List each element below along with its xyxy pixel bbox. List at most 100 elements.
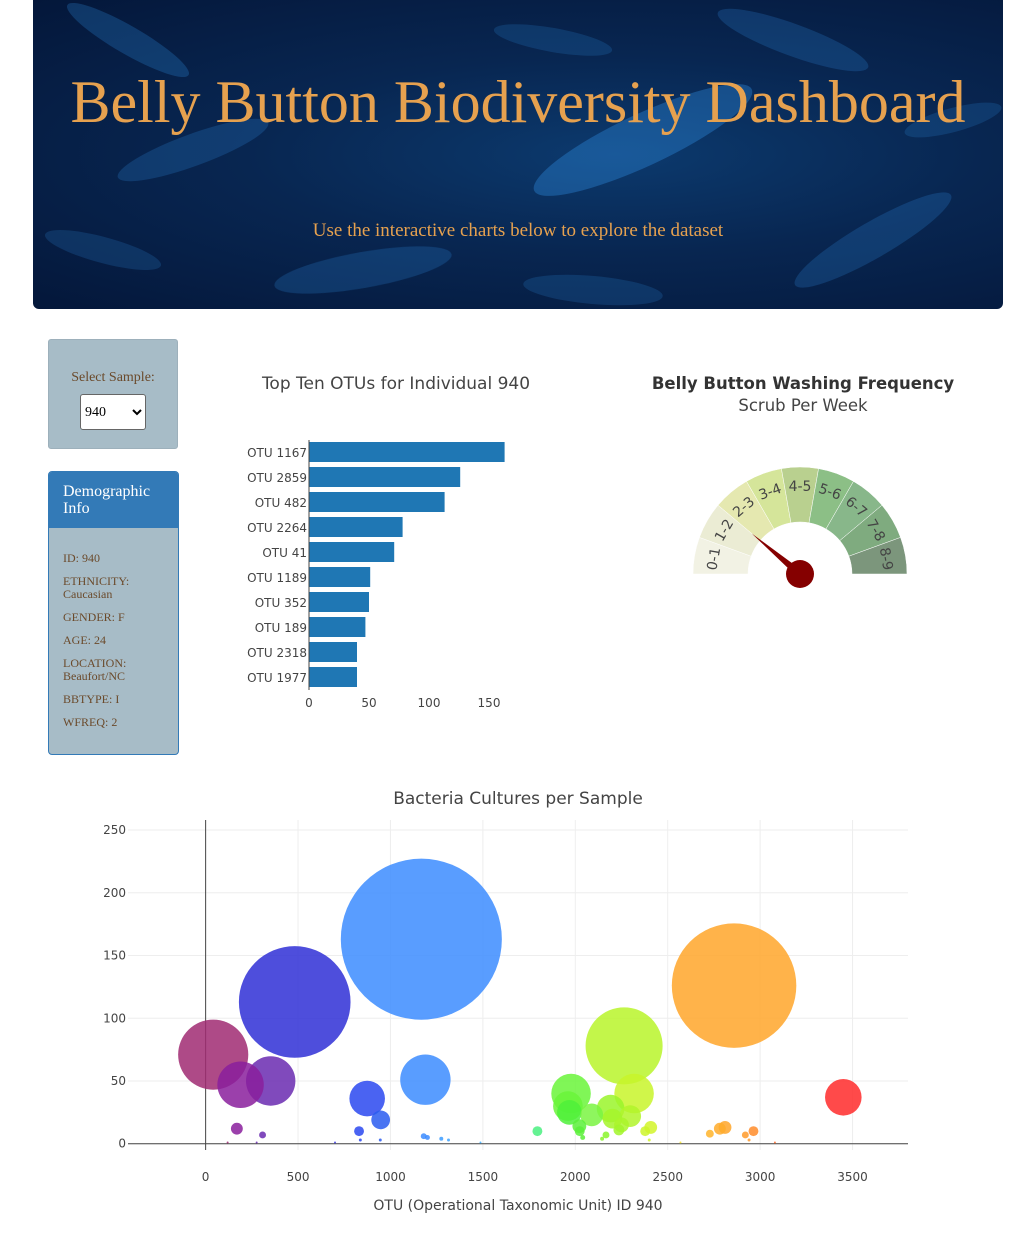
sample-select[interactable]: 940 bbox=[80, 394, 146, 430]
gauge-needle-hub bbox=[786, 560, 814, 588]
bar-otu[interactable] bbox=[309, 442, 505, 462]
bar-otu[interactable] bbox=[309, 667, 357, 687]
bubble-point[interactable] bbox=[640, 1126, 651, 1137]
bubble-point[interactable] bbox=[574, 1126, 585, 1137]
bubble-point[interactable] bbox=[747, 1138, 751, 1142]
demographic-info-panel: Demographic Info ID: 940 ETHNICITY: Cauc… bbox=[48, 471, 179, 755]
bubble-x-tick-label: 500 bbox=[287, 1170, 310, 1184]
demo-id: ID: 940 bbox=[63, 551, 100, 565]
bubble-point[interactable] bbox=[614, 1073, 654, 1114]
page-title: Belly Button Biodiversity Dashboard bbox=[70, 69, 966, 135]
bubble-y-tick-label: 50 bbox=[111, 1074, 126, 1088]
bubble-point[interactable] bbox=[378, 1138, 382, 1142]
bubble-point[interactable] bbox=[705, 1129, 714, 1138]
bubble-x-tick-label: 3500 bbox=[837, 1170, 868, 1184]
bubble-point[interactable] bbox=[447, 1138, 450, 1142]
bubble-point[interactable] bbox=[671, 923, 797, 1048]
gauge-subtitle: Scrub Per Week bbox=[738, 396, 868, 415]
bubble-point[interactable] bbox=[557, 1100, 582, 1125]
bubble-point[interactable] bbox=[439, 1136, 444, 1141]
gauge-segment-label: 4-5 bbox=[789, 479, 812, 495]
bubble-point[interactable] bbox=[226, 1141, 229, 1144]
select-sample-label: Select Sample: bbox=[71, 370, 155, 385]
bubble-point[interactable] bbox=[580, 1103, 604, 1127]
bubble-chart-title: Bacteria Cultures per Sample bbox=[393, 789, 643, 809]
bubble-point[interactable] bbox=[259, 1131, 267, 1139]
bar-category-label: OTU 1977 bbox=[247, 671, 307, 685]
bubble-point[interactable] bbox=[713, 1122, 726, 1135]
bar-otu[interactable] bbox=[309, 492, 445, 512]
bar-otu[interactable] bbox=[309, 517, 403, 537]
bubble-point[interactable] bbox=[532, 1126, 543, 1137]
bubble-point[interactable] bbox=[349, 1080, 385, 1117]
bar-otu[interactable] bbox=[309, 617, 366, 637]
bubble-point[interactable] bbox=[825, 1079, 862, 1116]
page-subtitle: Use the interactive charts below to expl… bbox=[312, 220, 724, 241]
bubble-point[interactable] bbox=[230, 1122, 243, 1135]
demographic-info-title: Demographic Info bbox=[49, 472, 178, 528]
bacteria-bubble-chart[interactable]: Bacteria Cultures per Sample OTU (Operat… bbox=[0, 770, 1035, 1240]
bubble-point[interactable] bbox=[340, 858, 502, 1020]
bubble-point[interactable] bbox=[600, 1136, 605, 1141]
bar-otu[interactable] bbox=[309, 642, 357, 662]
bubble-point[interactable] bbox=[217, 1061, 264, 1108]
bubble-x-tick-label: 1500 bbox=[468, 1170, 499, 1184]
bubble-point[interactable] bbox=[773, 1141, 776, 1144]
bar-category-label: OTU 2859 bbox=[247, 471, 307, 485]
bubble-x-tick-label: 3000 bbox=[745, 1170, 776, 1184]
bubble-point[interactable] bbox=[679, 1141, 682, 1144]
bar-category-label: OTU 482 bbox=[255, 496, 307, 510]
bubble-point[interactable] bbox=[741, 1131, 749, 1139]
bubble-point[interactable] bbox=[424, 1134, 430, 1140]
bubble-point[interactable] bbox=[585, 1007, 663, 1085]
demo-ethnicity: ETHNICITY: Caucasian bbox=[63, 574, 130, 601]
demographic-info-body: ID: 940 ETHNICITY: Caucasian GENDER: F A… bbox=[49, 528, 178, 729]
bubble-point[interactable] bbox=[371, 1110, 391, 1130]
demo-bbtype: BBTYPE: I bbox=[63, 692, 120, 706]
bar-otu[interactable] bbox=[309, 592, 369, 612]
bar-category-label: OTU 1189 bbox=[247, 571, 307, 585]
gauge-segment-label: 0-1 bbox=[704, 546, 724, 571]
bubble-point[interactable] bbox=[748, 1126, 759, 1137]
bubble-y-tick-label: 200 bbox=[103, 886, 126, 900]
bar-otu[interactable] bbox=[309, 467, 461, 487]
bar-otu[interactable] bbox=[309, 542, 395, 562]
bubble-y-tick-label: 250 bbox=[103, 823, 126, 837]
bubble-point[interactable] bbox=[602, 1131, 610, 1139]
bubble-point[interactable] bbox=[580, 1134, 586, 1140]
demo-location: LOCATION: Beaufort/NC bbox=[63, 656, 127, 683]
bubble-point[interactable] bbox=[354, 1126, 364, 1137]
bar-category-label: OTU 41 bbox=[262, 546, 307, 560]
bubble-point[interactable] bbox=[334, 1141, 337, 1144]
bubble-y-tick-label: 100 bbox=[103, 1011, 126, 1025]
bubble-y-tick-label: 150 bbox=[103, 949, 126, 963]
bubble-x-tick-label: 2500 bbox=[652, 1170, 683, 1184]
gauge-segment[interactable] bbox=[848, 537, 908, 575]
bar-category-label: OTU 2318 bbox=[247, 646, 307, 660]
bubble-point[interactable] bbox=[647, 1138, 651, 1142]
gauge-title: Belly Button Washing Frequency bbox=[652, 374, 955, 393]
bubble-point[interactable] bbox=[358, 1138, 362, 1142]
demo-age: AGE: 24 bbox=[63, 633, 106, 647]
bar-otu[interactable] bbox=[309, 567, 371, 587]
bubble-y-tick-label: 0 bbox=[118, 1137, 126, 1151]
bubble-point[interactable] bbox=[613, 1124, 625, 1136]
bubble-point[interactable] bbox=[400, 1054, 451, 1105]
bar-x-tick-label: 50 bbox=[361, 696, 376, 710]
bubble-x-axis-label: OTU (Operational Taxonomic Unit) ID 940 bbox=[373, 1198, 662, 1214]
bar-category-label: OTU 1167 bbox=[247, 446, 307, 460]
washing-frequency-gauge[interactable]: Belly Button Washing Frequency Scrub Per… bbox=[600, 360, 1000, 620]
bubble-x-tick-label: 2000 bbox=[560, 1170, 591, 1184]
bubble-x-tick-label: 1000 bbox=[375, 1170, 406, 1184]
bubble-point[interactable] bbox=[255, 1141, 258, 1144]
bar-chart-title: Top Ten OTUs for Individual 940 bbox=[261, 374, 530, 394]
header-jumbotron: Belly Button Biodiversity Dashboard Use … bbox=[33, 0, 1003, 309]
bubble-point[interactable] bbox=[479, 1141, 482, 1144]
top-ten-otu-bar-chart[interactable]: Top Ten OTUs for Individual 940 OTU 1167… bbox=[200, 360, 540, 730]
bar-x-tick-label: 0 bbox=[305, 696, 313, 710]
bar-x-tick-label: 100 bbox=[418, 696, 441, 710]
gauge-segment-label: 3-4 bbox=[757, 481, 784, 504]
bar-x-tick-label: 150 bbox=[478, 696, 501, 710]
demo-wfreq: WFREQ: 2 bbox=[63, 715, 118, 729]
bubble-point[interactable] bbox=[238, 946, 351, 1058]
